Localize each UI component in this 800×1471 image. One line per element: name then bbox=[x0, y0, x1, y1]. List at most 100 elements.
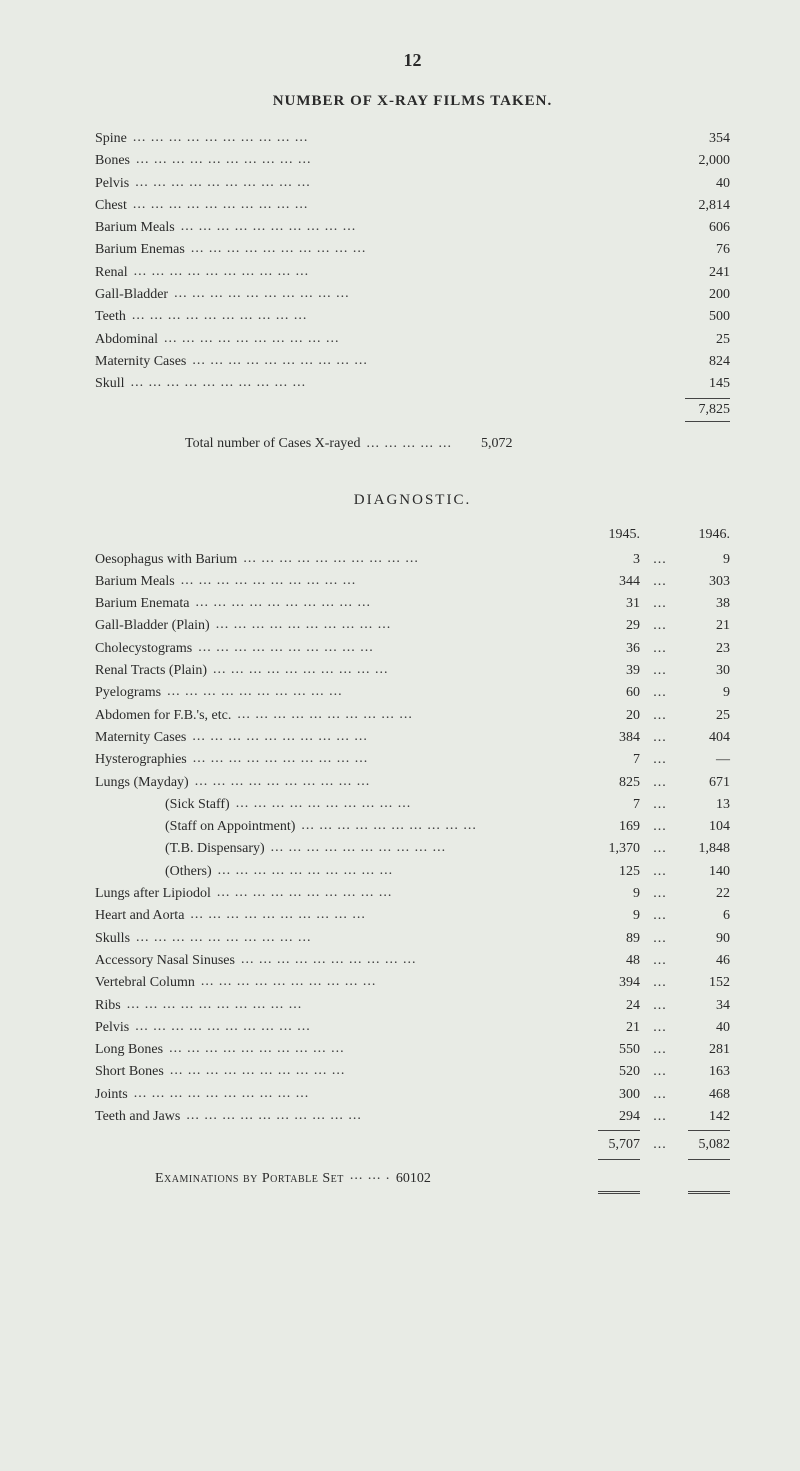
leader-dots bbox=[217, 883, 574, 897]
leader-dots bbox=[218, 861, 574, 875]
row-value-1945: 24 bbox=[580, 996, 640, 1016]
table-row: Barium Meals344303 bbox=[95, 571, 730, 592]
table-row: (Staff on Appointment)169104 bbox=[95, 816, 730, 837]
leader-dots bbox=[640, 1018, 680, 1032]
row-label: (T.B. Dispensary) bbox=[95, 839, 265, 859]
subtotal-rules bbox=[95, 1130, 730, 1131]
row-label: Lungs after Lipiodol bbox=[95, 884, 211, 904]
row-value-1945: 89 bbox=[580, 929, 640, 949]
year-1945: 1945. bbox=[580, 527, 640, 543]
row-value-1945: 39 bbox=[580, 661, 640, 681]
leader-dots bbox=[243, 549, 574, 563]
row-value: 200 bbox=[670, 285, 730, 305]
leader-dots bbox=[640, 817, 680, 831]
leader-dots bbox=[134, 1084, 574, 1098]
leader-dots bbox=[213, 660, 574, 674]
row-value-1945: 125 bbox=[580, 862, 640, 882]
total-cases-line: Total number of Cases X-rayed 5,072 bbox=[185, 436, 730, 452]
row-value-1945: 344 bbox=[580, 572, 640, 592]
leader-dots bbox=[237, 705, 574, 719]
leader-dots bbox=[640, 661, 680, 675]
leader-dots bbox=[640, 1107, 680, 1121]
row-value-1945: 294 bbox=[580, 1107, 640, 1127]
row-value-1946: 30 bbox=[680, 661, 730, 681]
leader-dots bbox=[640, 639, 680, 653]
row-value: 606 bbox=[670, 218, 730, 238]
row-value-1945: 9 bbox=[580, 884, 640, 904]
row-label: Pelvis bbox=[95, 174, 129, 194]
leader-dots bbox=[236, 794, 574, 808]
row-value-1946: 38 bbox=[680, 594, 730, 614]
leader-dots bbox=[174, 284, 664, 298]
exam-1946: 102 bbox=[410, 1171, 431, 1187]
row-value-1945: 169 bbox=[580, 817, 640, 837]
row-value-1946: 163 bbox=[680, 1062, 730, 1082]
table-row: Pyelograms609 bbox=[95, 682, 730, 703]
row-value-1945: 1,370 bbox=[580, 839, 640, 859]
row-value-1946: 90 bbox=[680, 929, 730, 949]
leader-dots bbox=[640, 728, 680, 742]
row-value-1946: 140 bbox=[680, 862, 730, 882]
table-row: Hysterographies7— bbox=[95, 749, 730, 770]
row-label: Abdomen for F.B.'s, etc. bbox=[95, 706, 231, 726]
table-row: Vertebral Column394152 bbox=[95, 972, 730, 993]
row-value-1946: 23 bbox=[680, 639, 730, 659]
row-value: 2,000 bbox=[670, 151, 730, 171]
row-value-1946: 21 bbox=[680, 616, 730, 636]
row-value-1945: 384 bbox=[580, 728, 640, 748]
leader-dots bbox=[133, 128, 664, 142]
leader-dots bbox=[164, 329, 664, 343]
leader-dots bbox=[135, 1017, 574, 1031]
table-row: Pelvis2140 bbox=[95, 1017, 730, 1038]
leader-dots bbox=[640, 706, 680, 720]
row-label: Teeth and Jaws bbox=[95, 1107, 180, 1127]
row-label: Accessory Nasal Sinuses bbox=[95, 951, 235, 971]
films-grand-total: 7,825 bbox=[95, 402, 730, 418]
leader-dots bbox=[640, 839, 680, 853]
exam-row: Examinations by Portable Set 60 102 bbox=[95, 1168, 730, 1187]
page-number: 12 bbox=[95, 50, 730, 71]
row-label: Spine bbox=[95, 129, 127, 149]
table-row: Gall-Bladder200 bbox=[95, 284, 730, 305]
row-label: Barium Meals bbox=[95, 218, 175, 238]
subtotal-row: 5,707 5,082 bbox=[95, 1134, 730, 1155]
leader-dots bbox=[640, 951, 680, 965]
row-label: Teeth bbox=[95, 307, 126, 327]
row-value-1945: 48 bbox=[580, 951, 640, 971]
leader-dots bbox=[640, 773, 680, 787]
row-value-1945: 300 bbox=[580, 1085, 640, 1105]
row-label: (Staff on Appointment) bbox=[95, 817, 295, 837]
table-row: Renal Tracts (Plain) 39 30 bbox=[95, 660, 730, 681]
leader-dots bbox=[127, 995, 574, 1009]
leader-dots bbox=[131, 373, 664, 387]
leader-dots bbox=[367, 436, 457, 450]
row-label: Skull bbox=[95, 374, 125, 394]
leader-dots bbox=[640, 1040, 680, 1054]
table-row: Barium Meals 606 bbox=[95, 217, 730, 238]
leader-dots bbox=[640, 550, 680, 564]
row-value-1946: 671 bbox=[680, 773, 730, 793]
leader-dots bbox=[350, 1168, 390, 1182]
table-row: Lungs after Lipiodol922 bbox=[95, 883, 730, 904]
leader-dots bbox=[640, 683, 680, 697]
row-label: (Others) bbox=[95, 862, 212, 882]
row-value-1945: 29 bbox=[580, 616, 640, 636]
row-label: Vertebral Column bbox=[95, 973, 195, 993]
section2-title: DIAGNOSTIC. bbox=[95, 492, 730, 509]
row-label: Barium Enemata bbox=[95, 594, 189, 614]
total-cases-label: Total number of Cases X-rayed bbox=[185, 436, 361, 452]
table-row: Abdominal25 bbox=[95, 329, 730, 350]
row-value-1946: 40 bbox=[680, 1018, 730, 1038]
leader-dots bbox=[640, 616, 680, 630]
table-row: Lungs (Mayday)825671 bbox=[95, 772, 730, 793]
row-value: 145 bbox=[670, 374, 730, 394]
row-value-1945: 520 bbox=[580, 1062, 640, 1082]
table-row: Cholecystograms3623 bbox=[95, 638, 730, 659]
row-label: Renal Tracts (Plain) bbox=[95, 661, 207, 681]
row-label: Pyelograms bbox=[95, 683, 161, 703]
table-row: Renal241 bbox=[95, 262, 730, 283]
exam-label: Examinations by Portable Set bbox=[155, 1171, 344, 1187]
leader-dots bbox=[198, 638, 574, 652]
leader-dots bbox=[640, 572, 680, 586]
table-row: Short Bones520163 bbox=[95, 1061, 730, 1082]
